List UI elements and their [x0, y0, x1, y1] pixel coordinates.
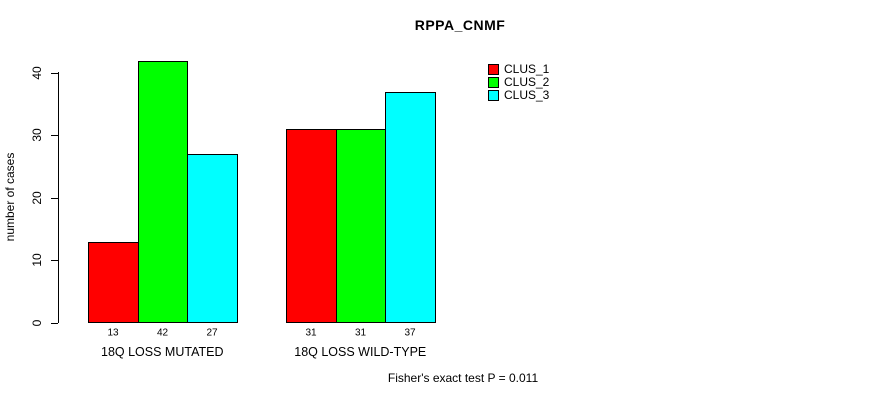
legend: CLUS_1 CLUS_2 CLUS_3 — [488, 63, 549, 102]
legend-item: CLUS_3 — [488, 89, 549, 102]
legend-label: CLUS_1 — [504, 62, 550, 76]
y-tick — [51, 135, 58, 136]
y-tick — [51, 198, 58, 199]
bar-clus_2-2 — [336, 129, 386, 323]
y-axis-label: number of cases — [3, 152, 17, 242]
bar-clus_3-1 — [187, 154, 238, 323]
bar-value-label: 13 — [107, 327, 119, 339]
legend-label: CLUS_3 — [504, 88, 550, 102]
bar-clus_1-2 — [286, 129, 337, 323]
legend-item: CLUS_1 — [488, 63, 549, 76]
y-tick-label: 0 — [30, 319, 44, 327]
fisher-test-note: Fisher's exact test P = 0.011 — [387, 371, 539, 385]
bar-value-label: 31 — [354, 327, 367, 339]
bar-clus_1-1 — [88, 242, 139, 323]
y-tick-label: 30 — [30, 128, 44, 142]
y-tick-label: 40 — [30, 66, 44, 80]
legend-label: CLUS_2 — [504, 75, 550, 89]
y-tick — [51, 260, 58, 261]
legend-swatch-clus_1 — [488, 64, 499, 75]
category-label: 18Q LOSS WILD-TYPE — [294, 345, 427, 359]
bar-value-label: 27 — [206, 327, 218, 339]
chart-title: RPPA_CNMF — [414, 17, 506, 33]
y-tick-label: 10 — [30, 253, 44, 267]
legend-swatch-clus_3 — [488, 90, 499, 101]
y-tick — [51, 73, 58, 74]
bar-value-label: 42 — [156, 327, 169, 339]
y-axis-line — [58, 72, 59, 323]
bar-value-label: 37 — [404, 327, 416, 339]
bar-value-label: 31 — [305, 327, 317, 339]
bar-clus_3-2 — [385, 92, 436, 323]
bar-clus_2-1 — [138, 61, 188, 323]
y-tick — [51, 323, 58, 324]
category-label: 18Q LOSS MUTATED — [101, 345, 224, 359]
legend-swatch-clus_2 — [488, 77, 499, 88]
y-tick-label: 20 — [30, 191, 44, 205]
legend-item: CLUS_2 — [488, 76, 549, 89]
